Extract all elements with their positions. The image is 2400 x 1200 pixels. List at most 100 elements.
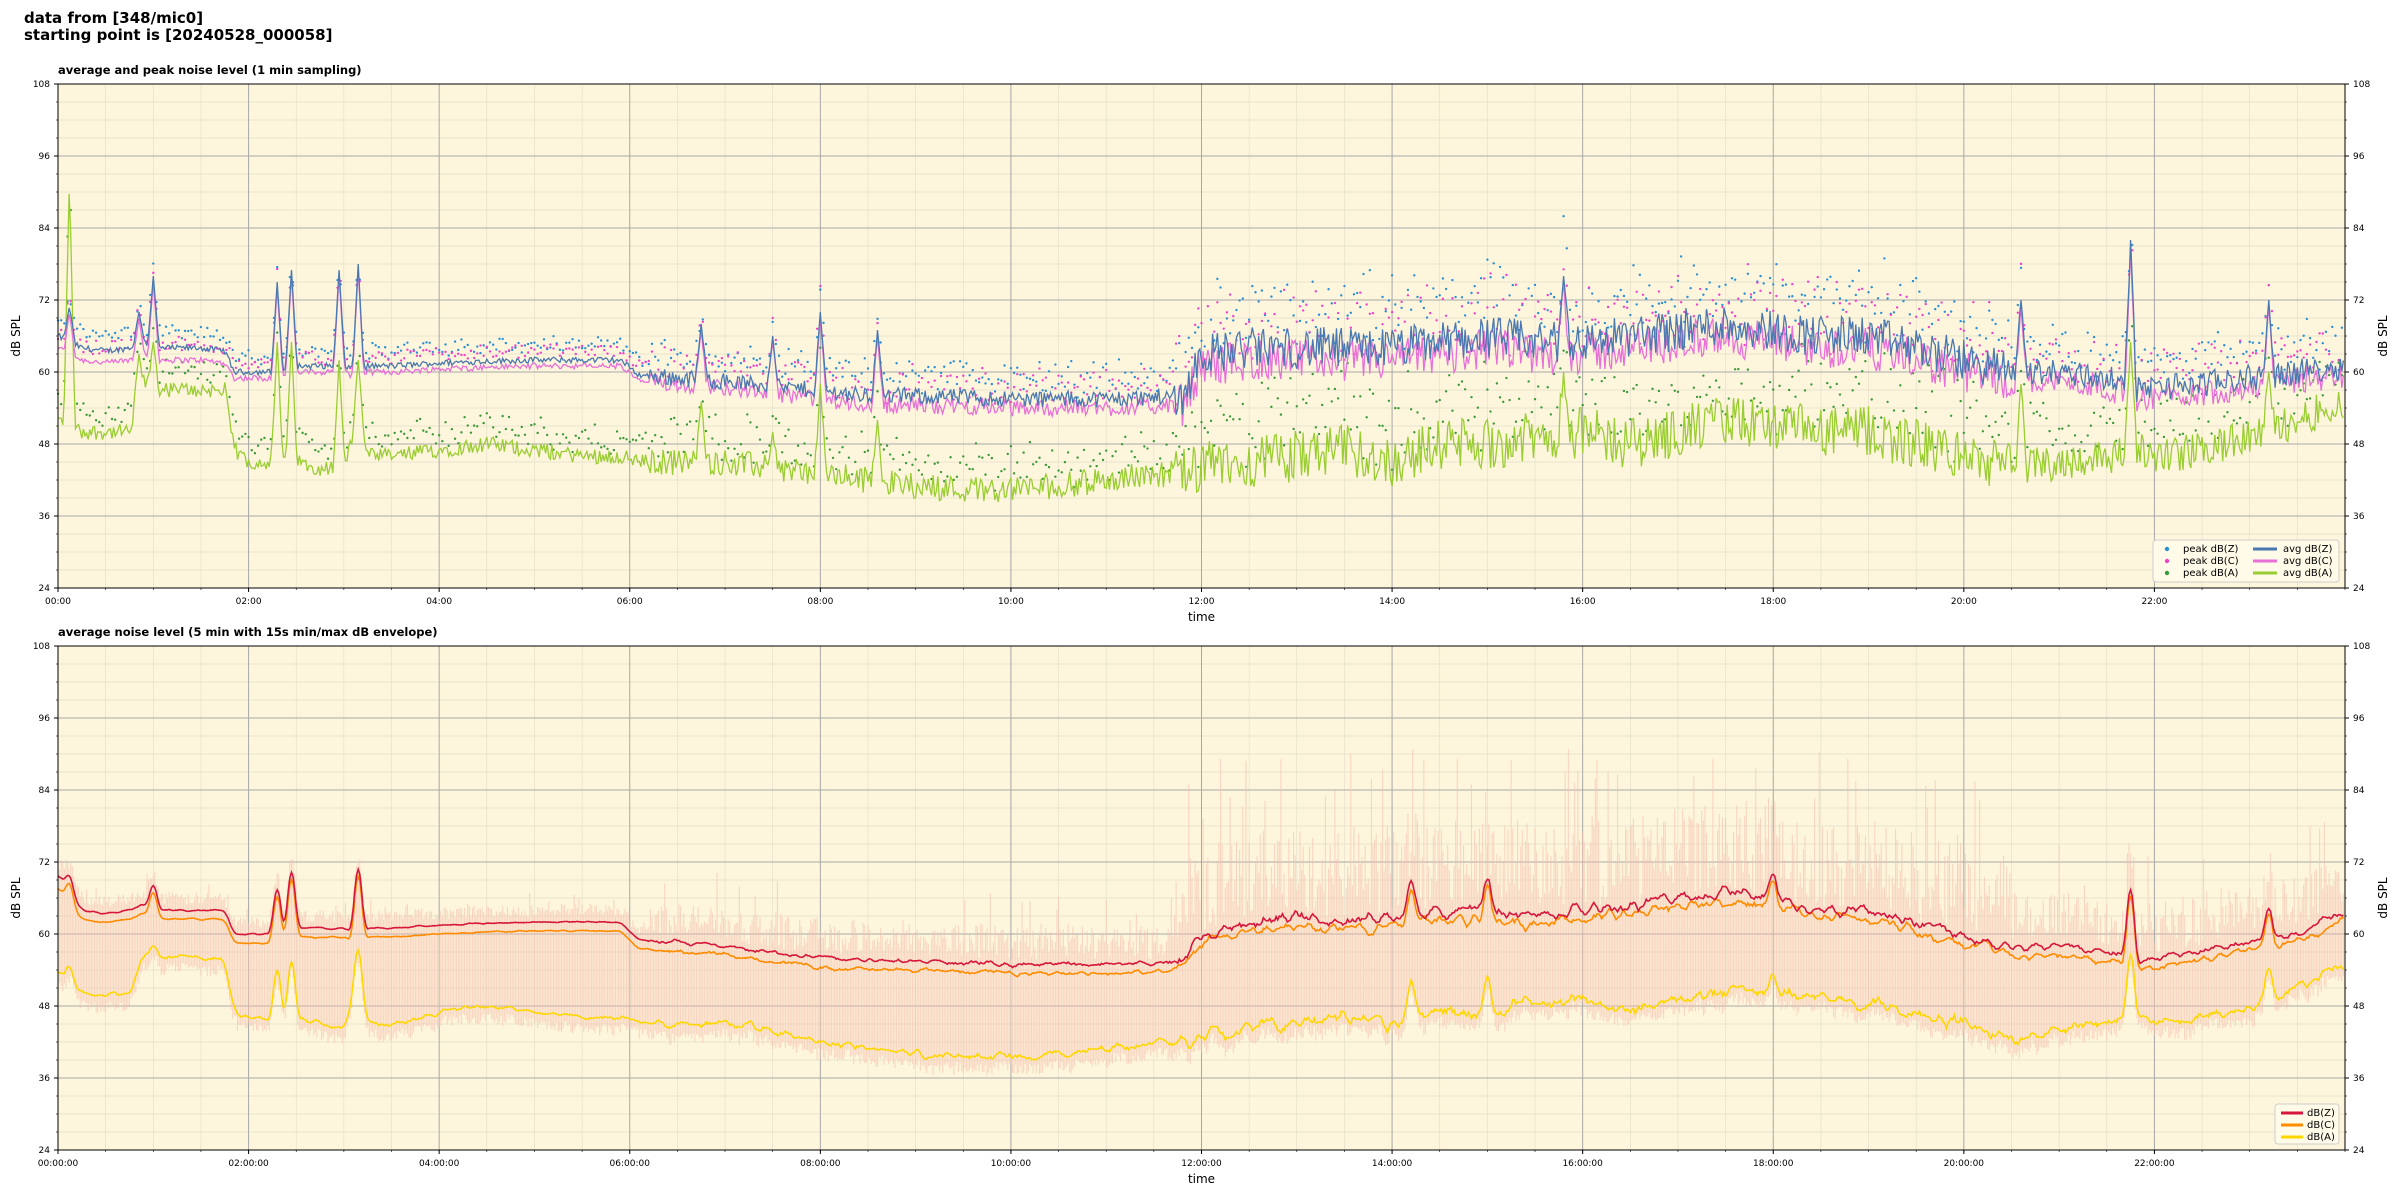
peak-z-dot bbox=[866, 367, 870, 370]
peak-z-dot bbox=[695, 339, 698, 343]
peak-z-dot bbox=[2197, 375, 2201, 379]
peak-c-dot bbox=[819, 284, 822, 288]
peak-z-dot bbox=[568, 341, 571, 344]
peak-c-dot bbox=[908, 388, 911, 391]
peak-a-dot bbox=[749, 421, 752, 424]
peak-a-dot bbox=[393, 431, 396, 435]
peak-z-dot bbox=[2035, 358, 2039, 362]
peak-c-dot bbox=[1390, 310, 1394, 314]
peak-c-dot bbox=[2235, 362, 2239, 365]
peak-c-dot bbox=[2086, 382, 2089, 385]
peak-z-dot bbox=[1873, 312, 1877, 315]
peak-z-dot bbox=[498, 337, 501, 341]
peak-c-dot bbox=[1028, 383, 1032, 387]
peak-a-dot bbox=[174, 366, 177, 369]
peak-z-dot bbox=[314, 347, 317, 350]
peak-c-dot bbox=[244, 362, 247, 365]
peak-z-dot bbox=[2200, 341, 2204, 344]
peak-z-dot bbox=[844, 359, 847, 362]
peak-c-dot bbox=[1060, 381, 1063, 384]
peak-c-dot bbox=[1756, 281, 1759, 284]
peak-c-dot bbox=[193, 343, 196, 346]
peak-a-dot bbox=[911, 463, 914, 467]
peak-a-dot bbox=[466, 424, 469, 427]
peak-z-dot bbox=[1775, 262, 1778, 266]
peak-a-dot bbox=[923, 461, 927, 464]
peak-z-dot bbox=[482, 344, 485, 347]
peak-z-dot bbox=[819, 288, 822, 291]
x-tick-label: 20:00 bbox=[1951, 597, 1977, 607]
peak-z-dot bbox=[2054, 342, 2058, 345]
peak-z-dot bbox=[622, 349, 625, 352]
peak-a-dot bbox=[218, 370, 222, 374]
peak-c-dot bbox=[733, 369, 736, 373]
peak-a-dot bbox=[1349, 428, 1352, 431]
peak-c-dot bbox=[304, 350, 307, 354]
peak-z-dot bbox=[2019, 266, 2023, 270]
peak-a-dot bbox=[491, 426, 495, 429]
peak-c-dot bbox=[1918, 307, 1921, 311]
peak-z-dot bbox=[1733, 278, 1737, 281]
peak-z-dot bbox=[549, 346, 552, 349]
peak-a-dot bbox=[1473, 415, 1476, 419]
peak-z-dot bbox=[1146, 376, 1149, 379]
peak-c-dot bbox=[422, 349, 425, 352]
peak-z-dot bbox=[723, 370, 727, 373]
peak-c-dot bbox=[860, 385, 863, 389]
peak-z-dot bbox=[1895, 334, 1899, 337]
peak-c-dot bbox=[2118, 367, 2121, 370]
peak-c-dot bbox=[714, 370, 717, 373]
peak-a-dot bbox=[568, 441, 571, 444]
peak-a-dot bbox=[714, 413, 717, 416]
peak-a-dot bbox=[1581, 403, 1584, 407]
peak-z-dot bbox=[2210, 362, 2213, 366]
peak-z-dot bbox=[1216, 277, 1219, 281]
peak-a-dot bbox=[1082, 448, 1086, 452]
peak-a-dot bbox=[434, 442, 438, 445]
peak-c-dot bbox=[911, 363, 914, 366]
peak-z-dot bbox=[1841, 308, 1845, 311]
peak-a-dot bbox=[952, 478, 955, 482]
peak-a-dot bbox=[59, 403, 63, 406]
peak-c-dot bbox=[1924, 302, 1927, 306]
peak-c-dot bbox=[329, 359, 333, 362]
peak-z-dot bbox=[850, 374, 854, 377]
peak-c-dot bbox=[2115, 343, 2118, 347]
peak-z-dot bbox=[1705, 288, 1708, 291]
peak-c-dot bbox=[113, 339, 117, 343]
peak-c-dot bbox=[1473, 312, 1476, 315]
peak-z-dot bbox=[2175, 356, 2178, 359]
peak-a-dot bbox=[1400, 443, 1403, 447]
peak-z-dot bbox=[761, 369, 765, 373]
peak-a-dot bbox=[2111, 421, 2115, 425]
x-tick-label: 08:00 bbox=[807, 597, 833, 607]
peak-a-dot bbox=[758, 438, 762, 441]
peak-c-dot bbox=[1019, 388, 1022, 392]
peak-z-dot bbox=[1536, 311, 1540, 315]
peak-c-dot bbox=[545, 346, 549, 350]
peak-a-dot bbox=[190, 365, 193, 368]
y-axis-label: dB SPL bbox=[9, 877, 23, 919]
peak-z-dot bbox=[1257, 300, 1260, 303]
peak-z-dot bbox=[1800, 293, 1804, 296]
peak-a-dot bbox=[1575, 380, 1578, 383]
peak-a-dot bbox=[1959, 399, 1962, 403]
peak-a-dot bbox=[638, 434, 641, 437]
peak-c-dot bbox=[2156, 368, 2159, 371]
peak-a-dot bbox=[1692, 386, 1696, 389]
peak-a-dot bbox=[1105, 449, 1108, 452]
peak-c-dot bbox=[1905, 295, 1908, 299]
peak-c-dot bbox=[1714, 309, 1718, 312]
peak-c-dot bbox=[2299, 349, 2302, 352]
peak-a-dot bbox=[2143, 420, 2147, 423]
peak-a-dot bbox=[1381, 424, 1384, 428]
peak-z-dot bbox=[669, 356, 673, 360]
chart-title: average noise level (5 min with 15s min/… bbox=[58, 625, 438, 639]
peak-c-dot bbox=[2261, 349, 2264, 352]
peak-a-dot bbox=[479, 414, 482, 417]
peak-z-dot bbox=[704, 342, 708, 346]
peak-z-dot bbox=[75, 327, 79, 330]
y-tick-label-right: 72 bbox=[2353, 858, 2364, 868]
peak-z-dot bbox=[1390, 274, 1394, 277]
peak-z-dot bbox=[1749, 296, 1753, 299]
